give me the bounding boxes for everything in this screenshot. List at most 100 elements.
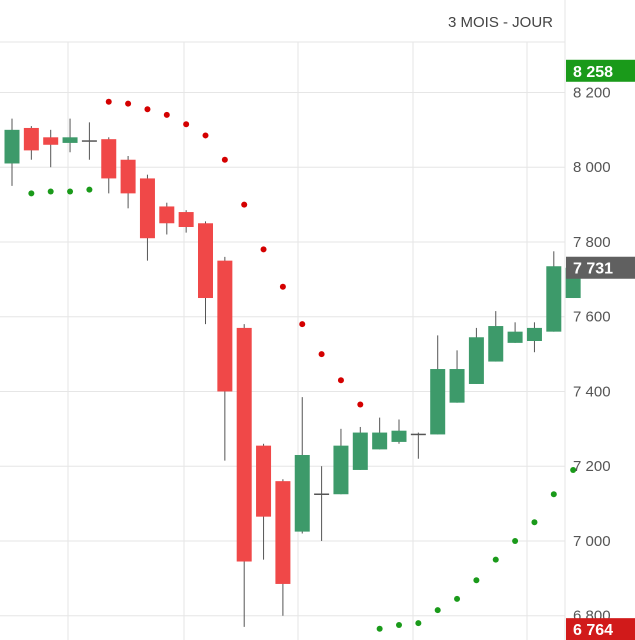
- candle: [430, 335, 446, 435]
- y-tick-label: 7 600: [573, 309, 611, 326]
- candle: [159, 202, 175, 235]
- candle-body-up: [449, 369, 465, 403]
- sar-dot: [531, 519, 538, 526]
- candle: [391, 419, 407, 444]
- price-tag-high: 8 258: [566, 59, 635, 82]
- candle: [217, 256, 233, 461]
- sar-dot: [415, 620, 422, 627]
- candle: [294, 397, 310, 534]
- y-tick-label: 7 800: [573, 234, 611, 251]
- candle: [372, 417, 388, 450]
- y-tick-label: 7 200: [573, 458, 611, 475]
- candle: [468, 327, 484, 384]
- sar-dot: [221, 156, 228, 163]
- candle-body-down: [101, 139, 117, 179]
- price-tag-label: 8 258: [573, 64, 613, 81]
- candle-body-up: [333, 445, 349, 495]
- sar-dot: [163, 111, 170, 118]
- candle-body-down: [275, 481, 291, 584]
- price-tag-low: 6 764: [566, 618, 635, 640]
- candle: [62, 118, 78, 153]
- sar-dot: [47, 188, 54, 195]
- y-tick-label: 8 200: [573, 84, 611, 101]
- candle: [333, 428, 349, 495]
- sar-dot: [260, 246, 267, 253]
- candle: [275, 479, 291, 616]
- candle-body-up: [391, 430, 407, 442]
- price-tag-last: 7 731: [566, 256, 635, 279]
- price-tag-box: [566, 59, 635, 82]
- price-tag-label: 7 731: [573, 261, 613, 278]
- candle: [236, 324, 252, 627]
- candle: [488, 311, 504, 362]
- candle: [526, 322, 542, 353]
- candle-body-down: [217, 260, 233, 392]
- candle: [314, 466, 330, 541]
- candle-body-up: [352, 432, 368, 470]
- candle-body-down: [198, 223, 213, 299]
- candle: [352, 426, 368, 470]
- sar-dot: [202, 132, 209, 139]
- candle-body-down: [120, 159, 136, 194]
- candle: [410, 432, 426, 459]
- sar-dot: [550, 491, 557, 498]
- candle-body-up: [62, 137, 78, 143]
- parabolic-sar-dots: [28, 98, 577, 632]
- sar-dot: [318, 351, 325, 358]
- candle-body-up: [546, 266, 562, 332]
- sar-dot: [473, 577, 480, 584]
- sar-dot: [28, 190, 35, 197]
- sar-dot: [337, 377, 344, 384]
- grid-lines: [0, 0, 566, 640]
- candle: [43, 129, 59, 168]
- candle: [81, 122, 97, 160]
- sar-dot: [454, 595, 461, 602]
- candle-body-down: [236, 327, 252, 562]
- candle: [4, 118, 20, 186]
- period-label[interactable]: 3 MOIS - JOUR: [447, 14, 553, 31]
- sar-dot: [512, 537, 519, 544]
- candle-body-up: [430, 369, 446, 435]
- candle-body-up: [488, 326, 504, 362]
- sar-dot: [183, 121, 190, 128]
- sar-dot: [105, 98, 112, 105]
- candle: [256, 443, 272, 560]
- sar-dot: [86, 186, 93, 193]
- price-tags: 8 258 7 731 6 764: [566, 59, 635, 640]
- sar-dot: [396, 622, 402, 629]
- candle-body-down: [159, 206, 175, 224]
- candle: [507, 322, 523, 343]
- sar-dot: [125, 100, 132, 107]
- price-tag-box: [566, 618, 635, 640]
- candle-body-up: [372, 432, 388, 450]
- candle: [101, 137, 117, 194]
- y-tick-label: 7 400: [573, 383, 611, 400]
- sar-dot: [279, 283, 286, 290]
- candle-body-up: [526, 327, 542, 341]
- sar-dot: [376, 625, 383, 632]
- sar-dot: [357, 401, 364, 408]
- candle: [23, 126, 39, 160]
- candle-body-down: [139, 178, 155, 239]
- candle-body-up: [4, 129, 20, 164]
- y-tick-label: 8 000: [573, 159, 611, 176]
- candle: [139, 174, 155, 261]
- candle-body-down: [23, 127, 39, 151]
- candle-body-down: [256, 445, 272, 517]
- sar-dot: [241, 201, 248, 208]
- sar-dot: [492, 556, 499, 563]
- candle: [198, 221, 213, 325]
- candle-body-up: [468, 337, 484, 384]
- candle: [120, 155, 136, 209]
- candles: [4, 118, 581, 627]
- sar-dot: [434, 607, 441, 614]
- price-tag-label: 6 764: [573, 622, 613, 639]
- sar-dot: [144, 106, 151, 113]
- candle: [449, 350, 465, 403]
- sar-dot: [67, 188, 74, 195]
- candle-body-down: [43, 137, 59, 145]
- y-tick-label: 7 000: [573, 533, 611, 550]
- candle: [546, 251, 562, 332]
